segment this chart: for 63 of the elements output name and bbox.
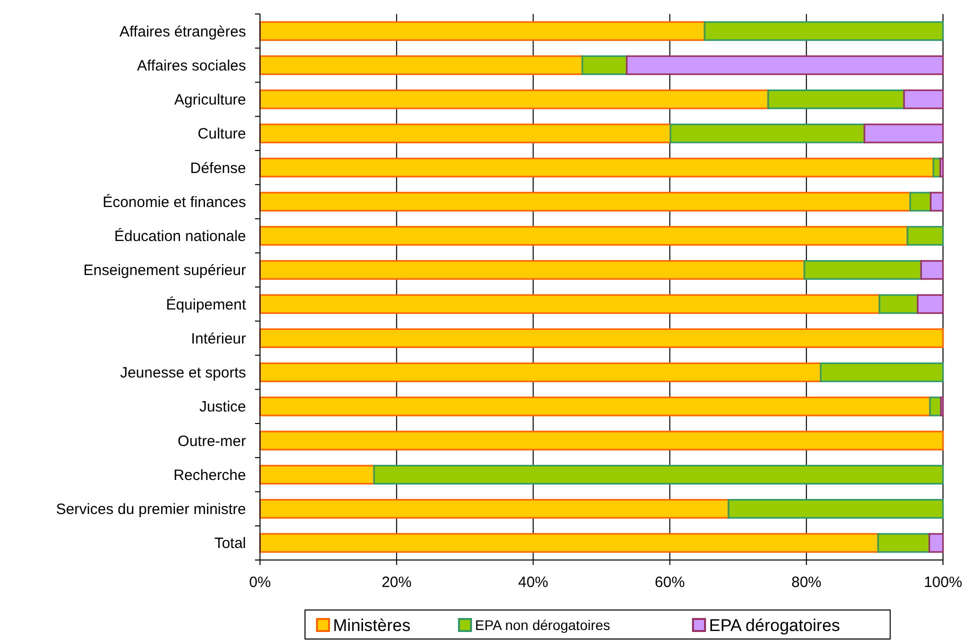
bar [259,362,822,382]
bar [939,158,944,178]
x-tick-label: 40% [518,574,548,591]
bar [259,124,672,144]
legend-label: EPA non dérogatoires [475,616,610,633]
legend-label: Ministères [333,616,410,635]
bar [259,21,706,41]
bar [626,55,944,76]
bar [903,89,944,110]
bar [259,498,730,519]
y-tick-label: Affaires étrangères [120,23,246,40]
bar [920,260,944,280]
bar [864,124,944,144]
bar [916,294,944,314]
bar [259,226,908,246]
y-tick-label: Économie et finances [102,192,246,211]
y-tick-label: Outre-mer [178,432,246,450]
y-tick-label: Jeunesse et sports [120,364,246,382]
bar [373,464,944,485]
bar [259,158,934,178]
bar [259,328,944,348]
y-tick-label: Enseignement supérieur [83,262,246,280]
y-tick-label: Justice [199,398,246,416]
bar [728,498,944,519]
bar [259,464,375,485]
y-tick-label: Défense [190,160,246,177]
y-tick-label: Éducation nationale [114,227,246,246]
y-tick-label: Affaires sociales [137,57,246,74]
bar [704,21,944,41]
x-tick-label: 60% [654,574,685,591]
x-tick-label: 100% [924,574,962,591]
bar [670,124,866,144]
bar [259,430,944,450]
x-tick-label: 80% [791,574,822,591]
bar [259,89,769,110]
bar [820,362,944,382]
bar [906,226,944,246]
bar [804,260,922,280]
y-tick-label: Culture [198,126,246,143]
bar [259,533,879,553]
bar [259,260,806,280]
y-tick-label: Total [214,535,246,552]
x-tick-label: 0% [249,574,271,591]
bar [259,294,880,314]
bar [909,192,932,212]
y-tick-label: Agriculture [174,92,246,109]
bar [930,192,944,212]
bar [767,89,905,110]
bar [877,533,930,553]
bar [928,533,944,553]
bar [259,396,931,416]
y-tick-label: Services du premier ministre [56,501,246,518]
x-tick-label: 20% [382,574,412,591]
y-tick-label: Équipement [166,295,247,314]
bar [582,55,628,76]
legend-label: EPA dérogatoires [709,616,840,635]
y-tick-label: Recherche [173,466,246,484]
bar [878,294,919,314]
bar [929,396,942,416]
bar [259,192,912,212]
y-tick-label: Intérieur [190,330,246,348]
bar [259,55,584,76]
bar [940,396,944,416]
